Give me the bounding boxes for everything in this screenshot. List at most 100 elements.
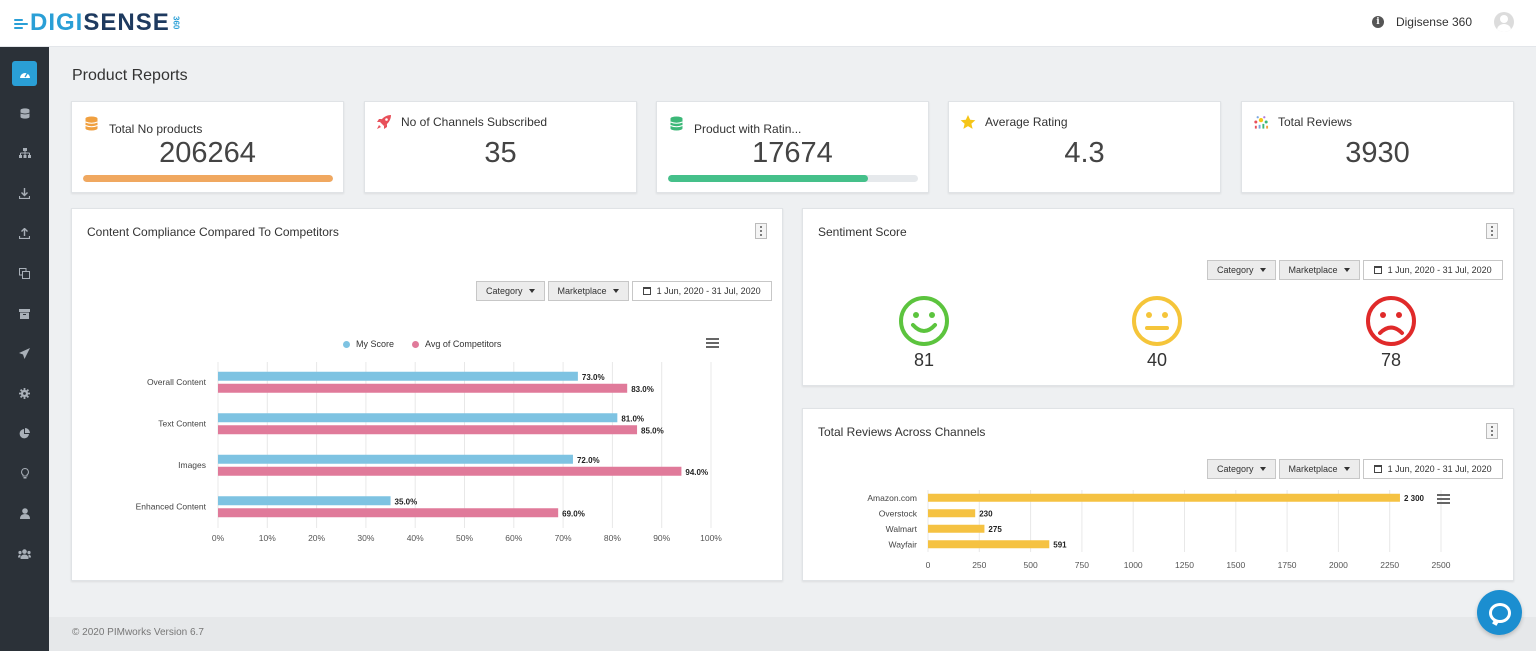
chart-menu-icon[interactable] [706,338,719,348]
y-category-label: Amazon.com [867,493,917,503]
data-label: 81.0% [621,414,644,423]
x-tick-label: 50% [456,533,473,543]
bar [218,371,578,381]
archive-icon[interactable] [12,301,37,326]
header-user-area: i Digisense 360 [1371,12,1514,32]
bar [218,425,638,435]
sad-face-icon [1366,296,1416,346]
avatar[interactable] [1494,12,1514,32]
data-label: 94.0% [685,468,708,477]
chat-button[interactable] [1477,590,1522,635]
info-icon[interactable]: i [1371,16,1384,28]
database-icon[interactable] [12,101,37,126]
download-icon[interactable] [12,181,37,206]
x-tick-label: 20% [308,533,325,543]
marketplace-dropdown[interactable]: Marketplace [1278,459,1360,479]
reviews-filters: Category Marketplace 1 Jun, 2020 - 31 Ju… [1207,459,1503,479]
kpi-value: 35 [484,137,517,169]
x-tick-label: 70% [555,533,572,543]
x-tick-label: 0% [212,533,225,543]
x-tick-label: 2500 [1432,560,1451,570]
kpi-progress-bar [83,175,333,182]
data-label: 2 300 [1404,494,1425,503]
panel-title: Content Compliance Compared To Competito… [87,225,339,239]
marketplace-dropdown[interactable]: Marketplace [547,281,629,301]
pie-chart-icon[interactable] [12,421,37,446]
kpi-value: 3930 [1345,137,1410,169]
calendar-icon [642,287,651,295]
send-icon[interactable] [12,341,37,366]
data-label: 591 [1053,540,1067,549]
category-dropdown[interactable]: Category [1207,260,1276,280]
panel-menu-button[interactable] [755,223,767,239]
sitemap-icon[interactable] [12,141,37,166]
y-category-label: Images [178,460,206,470]
user-icon[interactable] [12,501,37,526]
panel-menu-button[interactable] [1486,223,1498,239]
gear-icon[interactable] [12,381,37,406]
y-category-label: Text Content [158,418,206,428]
marketplace-dropdown[interactable]: Marketplace [1278,260,1360,280]
data-label: 230 [979,509,993,518]
bar [928,509,976,518]
users-icon[interactable] [12,541,37,566]
bar [218,454,573,464]
sidebar [0,47,49,651]
copy-icon[interactable] [12,261,37,286]
date-range-picker[interactable]: 1 Jun, 2020 - 31 Jul, 2020 [1362,260,1503,280]
panel-menu-button[interactable] [1486,423,1498,439]
y-category-label: Walmart [886,524,918,534]
digisense-logo[interactable]: DIGISENSE 360 [14,9,181,37]
kpi-total-products: Total No products 206264 [71,101,344,193]
date-range-picker[interactable]: 1 Jun, 2020 - 31 Jul, 2020 [1362,459,1503,479]
category-dropdown[interactable]: Category [476,281,545,301]
kpi-label: Total Reviews [1278,115,1353,129]
calendar-icon [1373,465,1382,473]
caret-down-icon [1259,268,1266,272]
lightbulb-icon[interactable] [12,461,37,486]
channels-bar-chart: 0 250 500 750 1000 1250 1500 1750 2000 2250 2500 Am… [867,490,1451,570]
x-tick-label: 0 [926,560,931,570]
caret-down-icon [1259,467,1266,471]
x-tick-label: 40% [407,533,424,543]
x-tick-label: 80% [604,533,621,543]
y-category-label: Overstock [879,508,918,518]
reviews-icon [1253,114,1269,130]
calendar-icon [1373,266,1382,274]
x-tick-label: 2000 [1329,560,1348,570]
footer: © 2020 PIMworks Version 6.7 [49,617,1536,651]
user-name[interactable]: Digisense 360 [1395,15,1472,29]
kpi-label: No of Channels Subscribed [401,115,548,129]
caret-down-icon [528,289,535,293]
bar [218,496,391,506]
date-range-picker[interactable]: 1 Jun, 2020 - 31 Jul, 2020 [631,281,772,301]
x-tick-label: 1250 [1175,560,1194,570]
database-icon [83,115,99,131]
x-tick-label: 250 [972,560,986,570]
panel-title: Sentiment Score [818,225,907,239]
data-label: 83.0% [631,385,654,394]
kpi-label: Average Rating [985,115,1068,129]
upload-icon[interactable] [12,221,37,246]
x-tick-label: 60% [505,533,522,543]
sentiment-negative-value: 78 [1380,350,1402,370]
data-label: 69.0% [562,509,585,518]
kpi-value: 17674 [752,137,833,169]
star-icon [960,114,976,130]
chat-bubble-icon [1488,602,1511,623]
kpi-label: Total No products [109,122,203,136]
x-tick-label: 30% [357,533,374,543]
caret-down-icon [1343,268,1350,272]
kpi-value: 206264 [159,137,256,169]
compliance-filters: Category Marketplace 1 Jun, 2020 - 31 Ju… [476,281,772,301]
bar [928,493,1400,502]
x-tick-label: 1750 [1278,560,1297,570]
bar [218,413,618,423]
legend-item-avg-competitors[interactable]: Avg of Competitors [412,339,501,349]
chart-menu-icon[interactable] [1437,494,1450,504]
kpi-channels-subscribed: No of Channels Subscribed 35 [364,101,637,193]
dashboard-icon[interactable] [12,61,37,86]
x-tick-label: 2250 [1380,560,1399,570]
category-dropdown[interactable]: Category [1207,459,1276,479]
legend-item-my-score[interactable]: My Score [343,339,394,349]
